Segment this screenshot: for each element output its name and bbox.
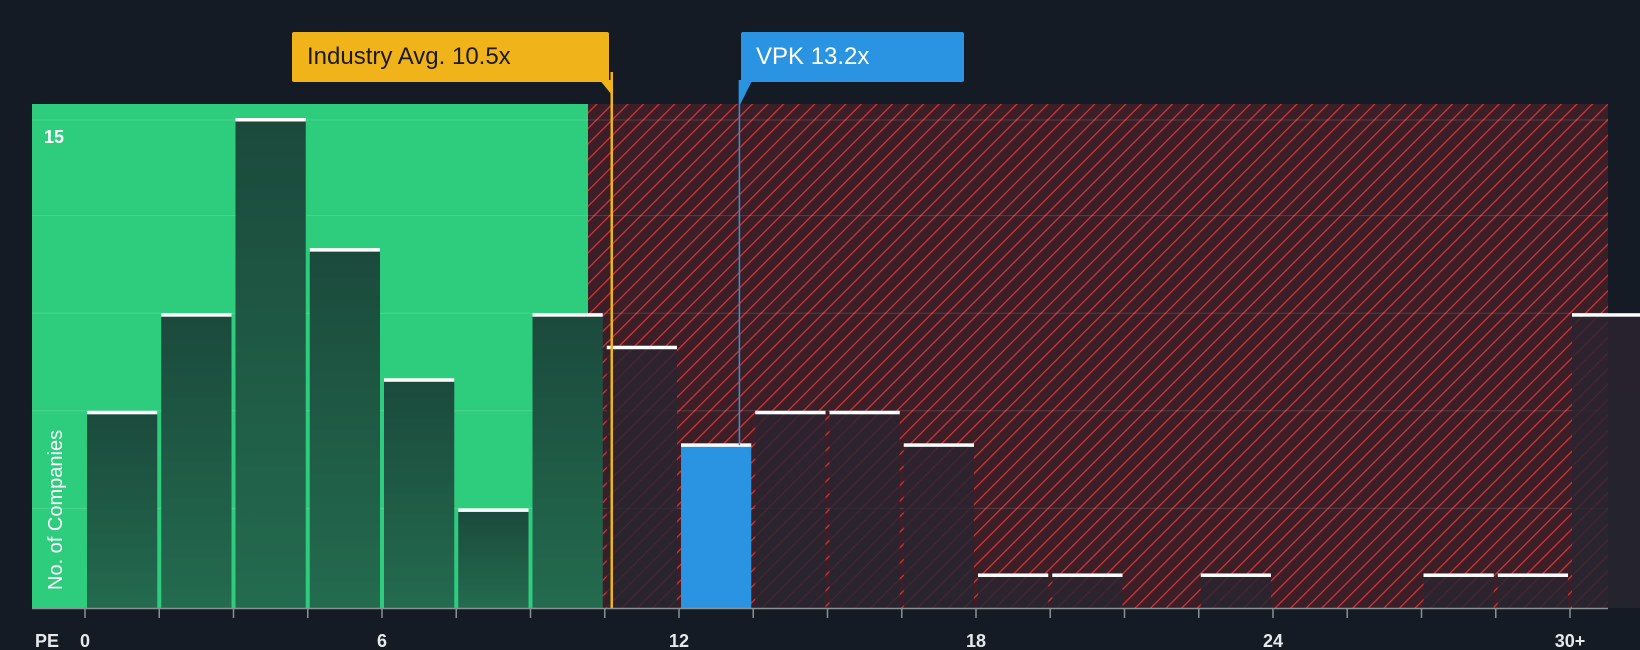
histogram-bar: [309, 250, 380, 608]
x-axis-tick-label: 18: [966, 631, 986, 650]
histogram-bar: [606, 347, 677, 608]
histogram-bar: [384, 380, 455, 608]
histogram-bar-cap: [1200, 573, 1271, 577]
x-axis-tick-label: 6: [377, 631, 387, 650]
histogram-bar: [1572, 315, 1640, 608]
y-axis-max-label: 15: [44, 127, 64, 147]
histogram-bar: [829, 412, 900, 608]
company-callout-pointer: [739, 80, 753, 106]
histogram-bar-cap: [235, 118, 306, 122]
histogram-bar-cap: [1052, 573, 1123, 577]
company-pe-callout: VPK 13.2x: [741, 32, 964, 82]
histogram-bar-cap: [1423, 573, 1494, 577]
histogram-bar: [755, 412, 826, 608]
industry-average-callout: Industry Avg. 10.5x: [292, 32, 609, 82]
histogram-bar-cap: [681, 443, 752, 447]
industry-callout-pointer: [599, 80, 613, 96]
histogram-bar-cap: [606, 345, 677, 350]
histogram-bar: [458, 510, 529, 608]
histogram-bar-cap: [1572, 313, 1640, 317]
histogram-bar-cap: [87, 410, 158, 415]
histogram-bar-cap: [829, 410, 900, 415]
histogram-bar: [532, 315, 603, 608]
histogram-bar-cap: [755, 410, 826, 415]
histogram-bar: [978, 575, 1049, 608]
x-axis-tick-label: 12: [669, 631, 689, 650]
histogram-bar-cap: [903, 443, 974, 447]
x-axis-tick-label: 0: [80, 631, 90, 650]
histogram-bar-cap: [532, 313, 603, 317]
y-axis-title: No. of Companies: [45, 430, 67, 590]
histogram-bar: [1052, 575, 1123, 608]
histogram-bars: [87, 118, 1640, 608]
histogram-bar-cap: [309, 248, 380, 252]
histogram-bar: [87, 412, 158, 608]
histogram-bar: [1200, 575, 1271, 608]
histogram-bar: [903, 445, 974, 608]
x-axis-tick-label: 24: [1263, 631, 1283, 650]
histogram-bar-cap: [458, 508, 529, 512]
histogram-bar-cap: [1497, 573, 1568, 577]
histogram-bar: [1497, 575, 1568, 608]
histogram-bar-cap: [384, 378, 455, 382]
histogram-bar: [161, 315, 232, 608]
histogram-bar: [235, 120, 306, 608]
histogram-bar-cap: [161, 313, 232, 317]
histogram-bar: [1423, 575, 1494, 608]
x-axis-ticks: 0 6 12 18 24 30+: [80, 608, 1586, 650]
histogram-bar-highlighted: [681, 445, 752, 608]
histogram-bar-cap: [978, 573, 1049, 577]
x-axis-title: PE: [35, 631, 59, 650]
x-axis-tick-label: 30+: [1555, 631, 1586, 650]
